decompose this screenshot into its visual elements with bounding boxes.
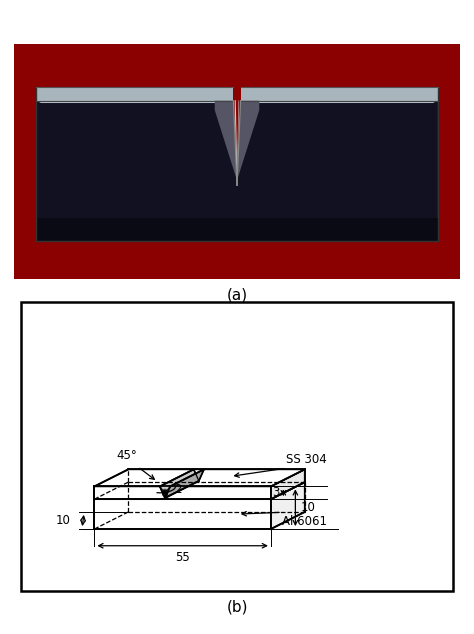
Text: 45°: 45° — [116, 449, 137, 462]
Polygon shape — [36, 218, 438, 242]
Polygon shape — [94, 482, 305, 499]
Text: Al 6061: Al 6061 — [282, 515, 327, 528]
Text: 10: 10 — [301, 501, 316, 514]
Polygon shape — [36, 87, 233, 101]
Polygon shape — [94, 486, 271, 499]
Polygon shape — [271, 469, 305, 499]
Text: SS 304: SS 304 — [286, 453, 327, 466]
Polygon shape — [271, 482, 305, 529]
Text: (a): (a) — [227, 287, 247, 302]
Polygon shape — [94, 499, 271, 529]
Polygon shape — [165, 469, 204, 498]
Text: 10: 10 — [56, 514, 71, 527]
Text: 2: 2 — [174, 482, 182, 496]
Polygon shape — [94, 469, 305, 486]
Text: (b): (b) — [226, 600, 248, 615]
Text: 3: 3 — [273, 486, 280, 500]
Polygon shape — [36, 101, 237, 185]
Polygon shape — [241, 87, 438, 101]
Polygon shape — [160, 469, 199, 498]
Polygon shape — [215, 101, 259, 185]
Polygon shape — [36, 101, 438, 218]
Polygon shape — [237, 101, 438, 185]
Text: 55: 55 — [175, 551, 190, 564]
